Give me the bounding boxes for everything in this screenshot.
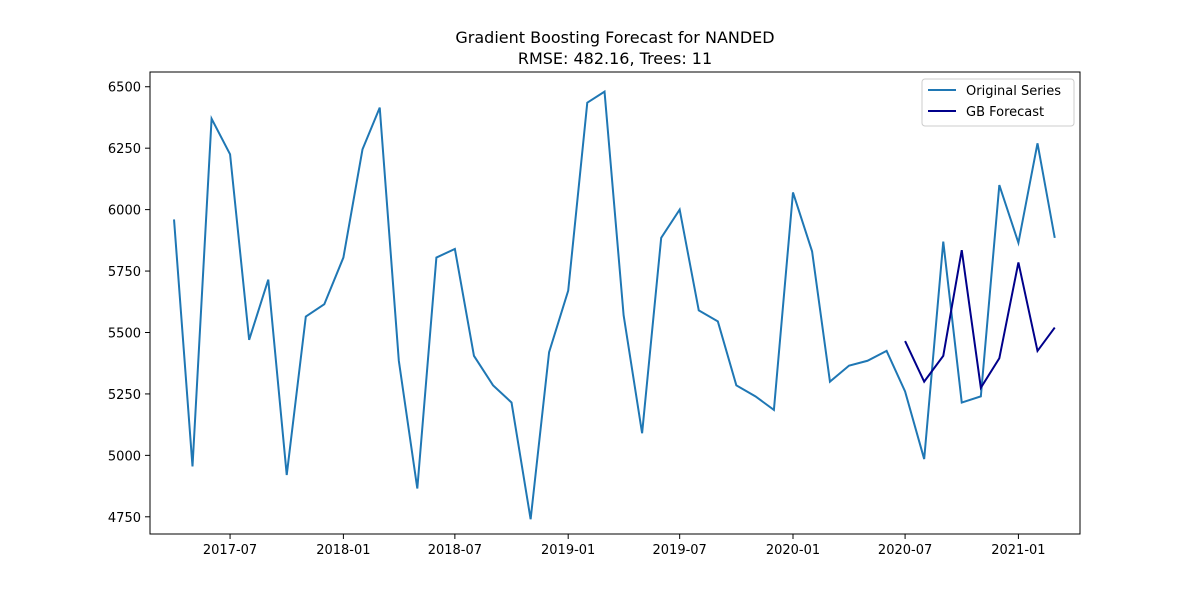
- legend-label-original-series: Original Series: [966, 84, 1061, 99]
- x-tick-label: 2020-07: [878, 543, 932, 558]
- y-tick-label: 5250: [108, 388, 141, 403]
- x-tick-label: 2020-01: [766, 543, 820, 558]
- series-line-gb-forecast: [904, 249, 1056, 391]
- y-tick-label: 6500: [108, 81, 141, 96]
- x-tick-label: 2017-07: [203, 543, 257, 558]
- y-tick-label: 5500: [108, 326, 141, 341]
- legend-box: [921, 78, 1075, 127]
- chart-title: Gradient Boosting Forecast for NANDED: [455, 28, 774, 47]
- x-tick-label: 2019-07: [653, 543, 707, 558]
- chart-subtitle: RMSE: 482.16, Trees: 11: [518, 49, 712, 68]
- y-tick-label: 6000: [108, 204, 141, 219]
- plot-area: [149, 71, 1081, 535]
- series-layer: [173, 89, 1056, 520]
- y-tick-label: 5000: [108, 449, 141, 464]
- plot-frame: [149, 71, 1081, 535]
- y-tick-label: 4750: [108, 511, 141, 526]
- x-tick-label: 2021-01: [991, 543, 1045, 558]
- series-line-original-series: [173, 89, 1056, 520]
- x-axis: 2017-07 2018-01 2018-07 2019-01 2019-07 2020-…: [203, 534, 1046, 558]
- legend: Original Series GB Forecast: [921, 78, 1075, 127]
- y-axis: 4750 5000 5250 5500 5750 6000 6250 6500: [108, 81, 150, 526]
- y-tick-label: 5750: [108, 265, 141, 280]
- y-tick-label: 6250: [108, 142, 141, 157]
- x-tick-label: 2019-01: [541, 543, 595, 558]
- x-tick-label: 2018-07: [428, 543, 482, 558]
- legend-label-gb-forecast: GB Forecast: [966, 105, 1044, 120]
- x-tick-label: 2018-01: [316, 543, 370, 558]
